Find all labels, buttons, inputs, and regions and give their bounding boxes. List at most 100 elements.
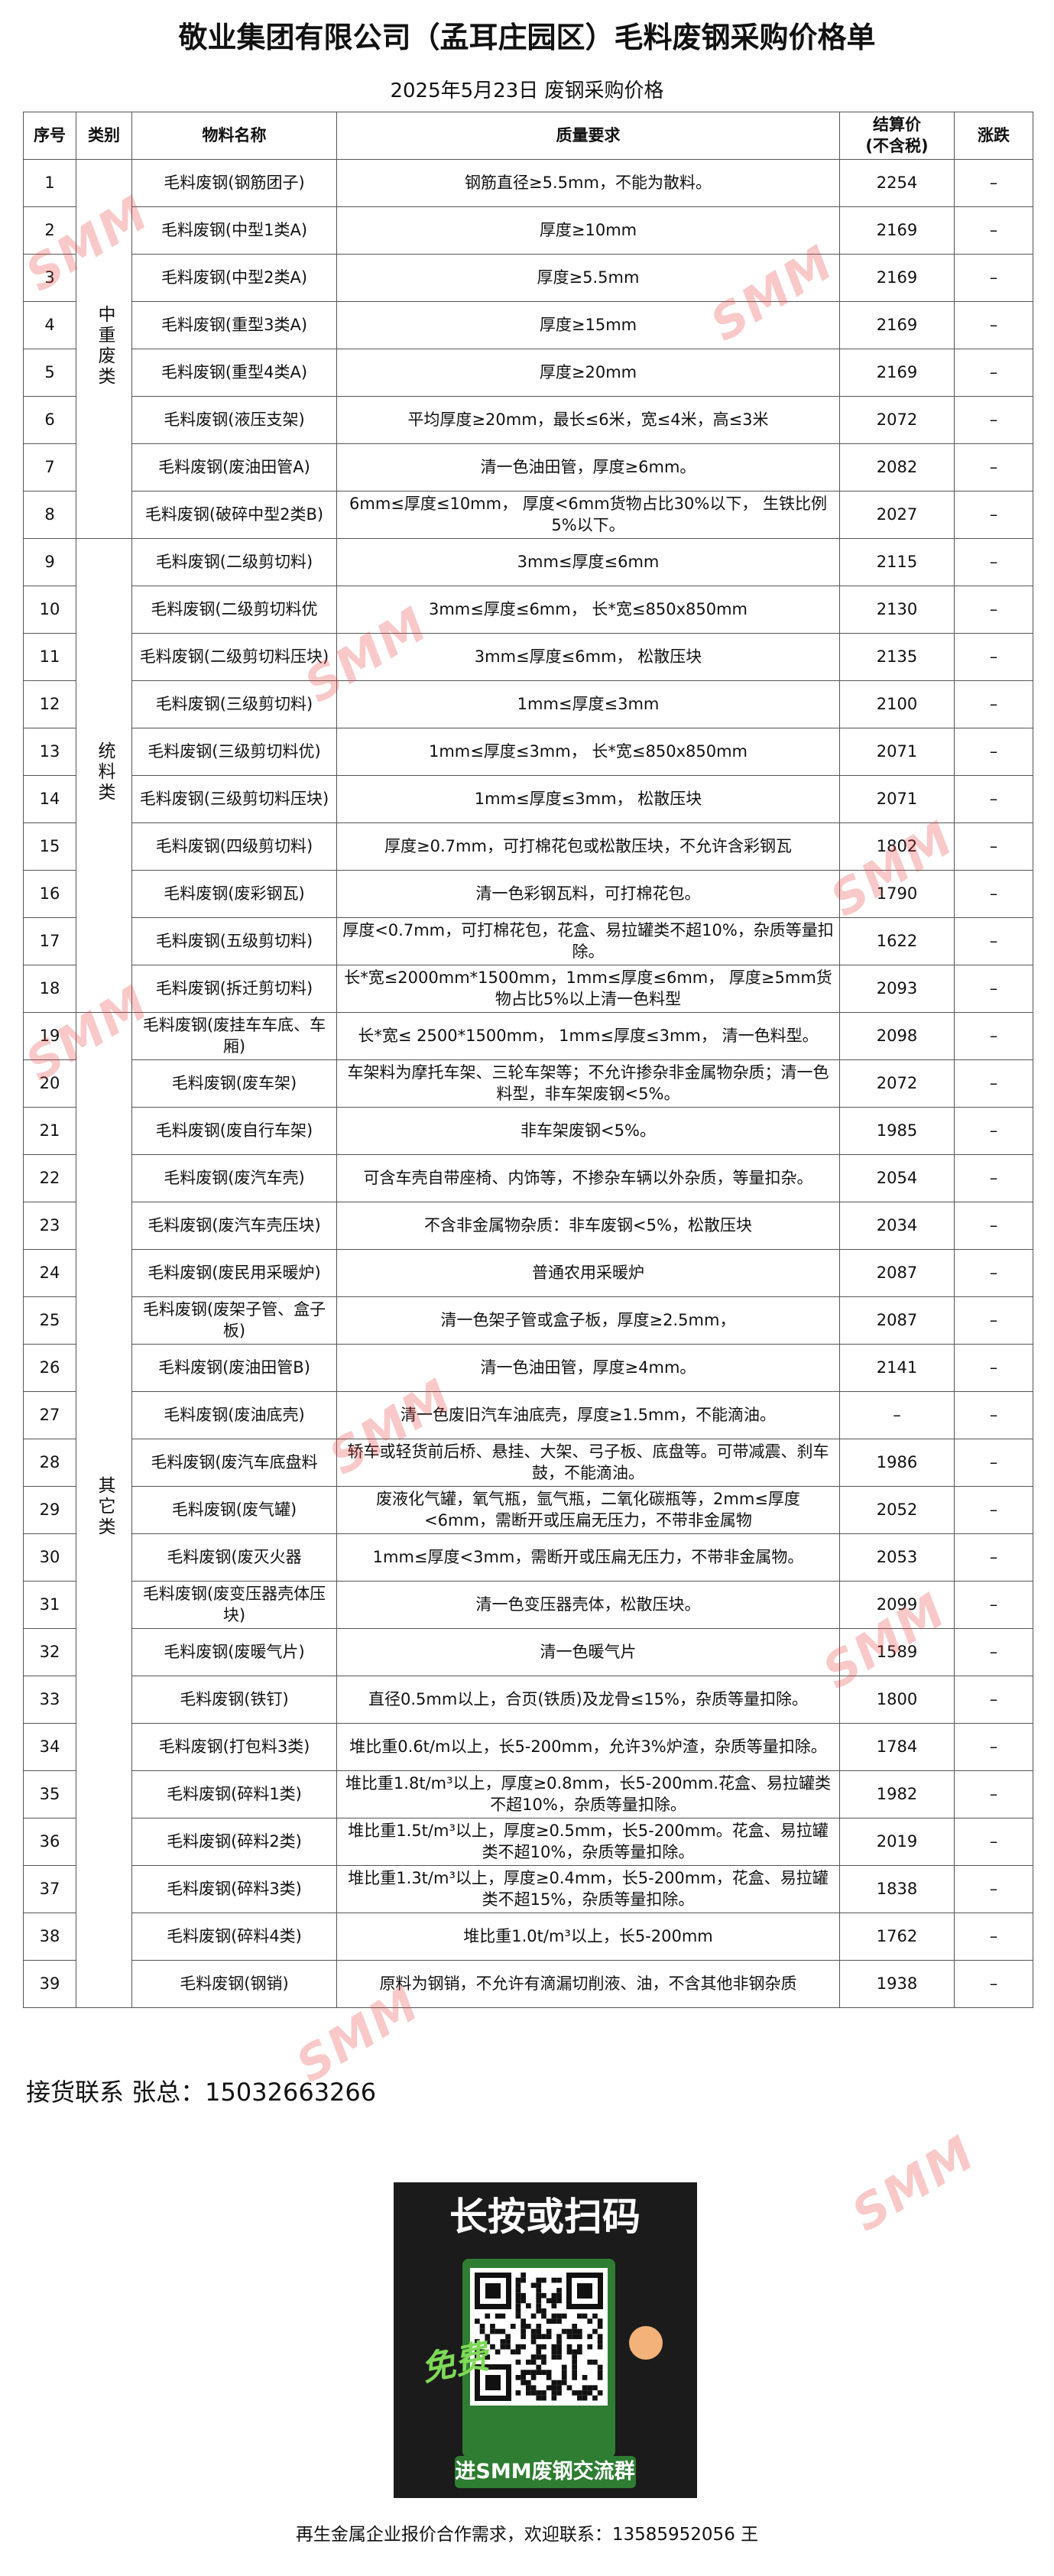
price: 2135 <box>839 633 955 681</box>
qr-cell <box>530 2339 537 2344</box>
quality-requirement: 堆比重1.3t/m³以上，厚度≥0.4mm，长5-200mm，花盒、易拉罐类不超… <box>336 1865 840 1913</box>
column-header: 类别 <box>76 112 132 160</box>
change: – <box>954 443 1033 492</box>
row-number: 10 <box>23 586 76 634</box>
price: 2071 <box>839 728 955 776</box>
qr-cell <box>495 2349 501 2355</box>
change: – <box>954 254 1033 302</box>
material-name: 毛料废钢(废变压器壳体压块) <box>131 1581 337 1629</box>
quality-requirement: 直径0.5mm以上，合页(铁质)及龙骨≤15%，杂质等量扣除。 <box>336 1676 840 1724</box>
material-name: 毛料废钢(废自行车架) <box>131 1107 337 1155</box>
change: – <box>954 301 1033 349</box>
category-cell: 中重废类 <box>76 159 132 539</box>
quality-requirement: 厚度≥0.7mm，可打棉花包或松散压块，不允许含彩钢瓦 <box>336 822 840 871</box>
qr-cell <box>577 2328 582 2334</box>
qr-cell <box>577 2390 582 2396</box>
qr-cell <box>541 2344 546 2350</box>
qr-cell <box>541 2354 546 2360</box>
qr-cell <box>551 2390 557 2396</box>
qr-cell <box>566 2344 572 2350</box>
row-number: 39 <box>23 1960 76 2008</box>
qr-cell <box>515 2308 521 2314</box>
change: – <box>954 159 1033 207</box>
qr-cell <box>577 2283 592 2299</box>
qr-cell <box>546 2375 552 2380</box>
material-name: 毛料废钢(重型3类A) <box>131 301 337 349</box>
material-name: 毛料废钢(打包料3类) <box>131 1723 337 1771</box>
material-name: 毛料废钢(废汽车底盘料 <box>131 1439 337 1487</box>
price: 1762 <box>839 1913 955 1961</box>
price: 1790 <box>839 870 955 918</box>
row-number: 4 <box>23 301 76 349</box>
qr-cell <box>597 2370 603 2375</box>
price: 2169 <box>839 349 955 397</box>
qr-cell <box>521 2370 526 2375</box>
qr-cell <box>530 2354 537 2360</box>
table-row: 1 中重废类 毛料废钢(钢筋团子) 钢筋直径≥5.5mm，不能为散料。 2254– <box>23 159 1033 539</box>
quality-requirement: 1mm≤厚度≤3mm， 松散压块 <box>336 775 840 823</box>
qr-cell <box>561 2370 567 2375</box>
row-number: 8 <box>23 491 76 539</box>
table-row: 19 其它类 毛料废钢(废挂车车底、车厢) 长*宽≤ 2500*1500mm， 1mm… <box>23 1012 1033 2008</box>
price: 2034 <box>839 1202 955 1250</box>
change: – <box>954 349 1033 397</box>
table-row: 29 毛料废钢(废气罐) 废液化气罐，氧气瓶，氩气瓶，二氧化碳瓶等，2mm≤厚度<6… <box>23 1486 1033 1534</box>
change: – <box>954 586 1033 634</box>
qr-cell <box>556 2339 562 2344</box>
price: 2098 <box>839 1012 955 1060</box>
qr-cell <box>515 2282 521 2289</box>
change: – <box>954 822 1033 871</box>
price-table: 序号 类别 物料名称 质量要求 结算价 (不含税) 涨跌 1 中重废类 毛料废钢(钢筋团子) 钢… <box>23 112 1033 2008</box>
material-name: 毛料废钢(二级剪切料) <box>131 538 337 586</box>
qr-cell <box>577 2344 582 2350</box>
row-number: 21 <box>23 1107 76 1155</box>
column-header: 结算价 (不含税) <box>839 112 955 160</box>
material-name: 毛料废钢(破碎中型2类B) <box>131 491 337 539</box>
category-cell: 统料类 <box>76 538 132 1013</box>
qr-cell <box>597 2318 603 2324</box>
row-number: 6 <box>23 396 76 444</box>
quality-requirement: 堆比重1.5t/m³以上，厚度≥0.5mm，长5-200mm。花盒、易拉罐类不超… <box>336 1818 840 1866</box>
qr-cell <box>536 2324 542 2329</box>
qr-cell <box>510 2324 516 2329</box>
material-name: 毛料废钢(废油底壳) <box>131 1391 337 1439</box>
table-row: 25 毛料废钢(废架子管、盒子板) 清一色架子管或盒子板，厚度≥2.5mm， 2087… <box>23 1296 1033 1345</box>
table-row: 24 毛料废钢(废民用采暖炉) 普通农用采暖炉 2087– <box>23 1249 1033 1297</box>
material-name: 毛料废钢(铁钉) <box>131 1676 337 1724</box>
table-row: 12 毛料废钢(三级剪切料) 1mm≤厚度≤3mm 2100– <box>23 680 1033 728</box>
price: 1802 <box>839 822 955 871</box>
qr-cell <box>536 2298 542 2304</box>
qr-cell <box>566 2328 572 2334</box>
qr-caption: 进SMM废钢交流群 <box>455 2459 634 2484</box>
qr-cell <box>572 2390 577 2396</box>
qr-cell <box>521 2334 526 2340</box>
column-header: 涨跌 <box>954 112 1033 160</box>
price: 1985 <box>839 1107 955 1155</box>
row-number: 33 <box>23 1676 76 1724</box>
qr-cell <box>541 2308 546 2314</box>
qr-cell <box>526 2370 531 2375</box>
qr-card[interactable]: 长按或扫码 免费 进SMM废钢交流群 <box>394 2182 697 2498</box>
row-number: 32 <box>23 1628 76 1676</box>
material-name: 毛料废钢(中型1类A) <box>131 206 337 255</box>
price: 2093 <box>839 965 955 1013</box>
row-number: 26 <box>23 1344 76 1392</box>
price: 1982 <box>839 1770 955 1818</box>
qr-cell <box>541 2313 546 2319</box>
qr-cell <box>530 2328 537 2334</box>
qr-cell <box>597 2390 603 2396</box>
row-number: 1 <box>23 159 76 207</box>
qr-cell <box>561 2313 567 2319</box>
qr-cell <box>556 2313 562 2319</box>
qr-cell <box>505 2339 511 2344</box>
qr-cell <box>597 2324 603 2329</box>
qr-cell <box>515 2292 521 2299</box>
qr-cell <box>572 2354 577 2360</box>
qr-cell <box>530 2334 537 2340</box>
qr-cell <box>475 2339 480 2344</box>
quality-requirement: 清一色变压器壳体，松散压块。 <box>336 1581 840 1629</box>
change: – <box>954 870 1033 918</box>
qr-cell <box>521 2318 526 2324</box>
qr-cell <box>490 2324 495 2329</box>
qr-cell <box>597 2334 603 2340</box>
